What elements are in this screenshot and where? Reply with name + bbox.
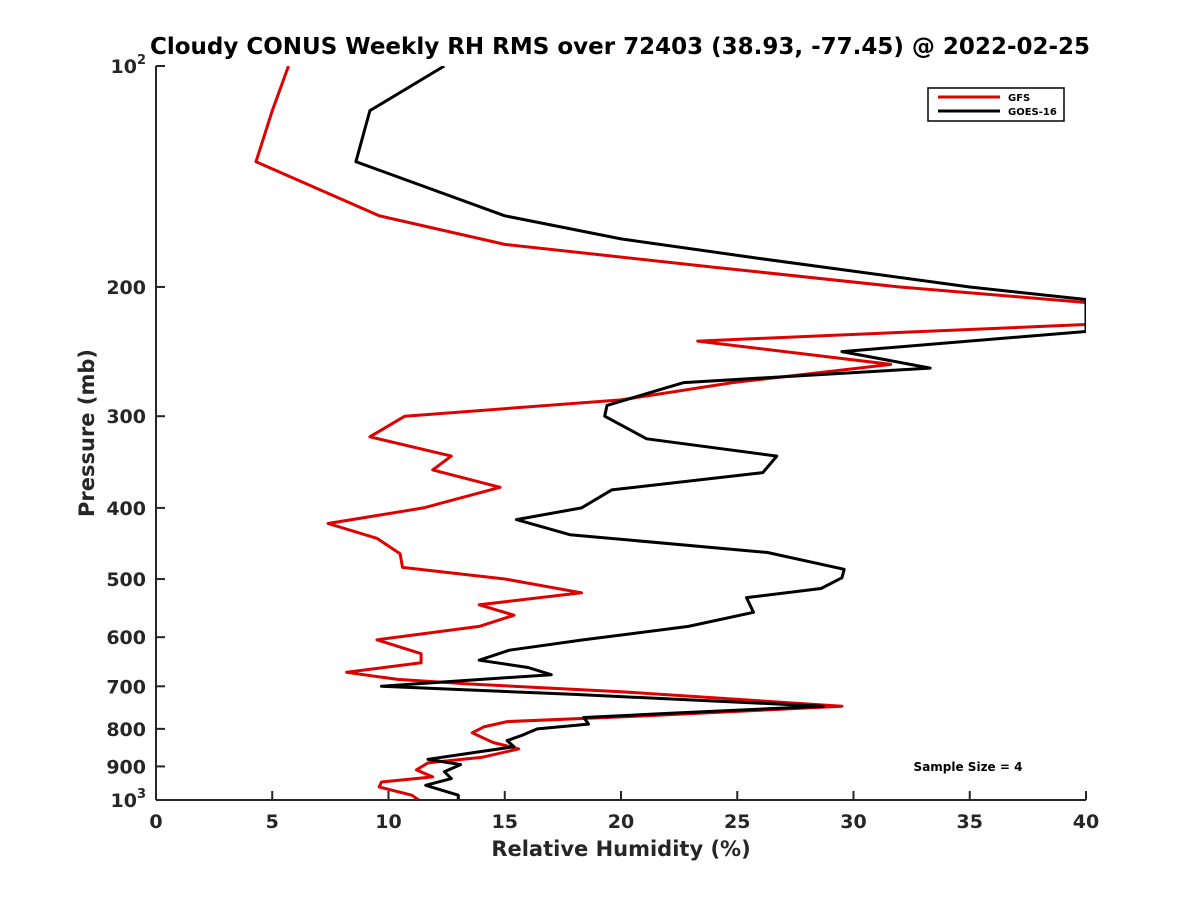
axes — [155, 65, 1087, 801]
y-tick-label: 300 — [106, 406, 146, 428]
y-tick-label: 800 — [106, 719, 146, 741]
y-tick-label: 700 — [106, 676, 146, 698]
y-tick-label: 400 — [106, 498, 146, 520]
x-tick-label: 10 — [375, 811, 401, 833]
x-tick-label: 20 — [608, 811, 634, 833]
tick-labels: 0 5 10 15 20 25 30 35 40 102 200 300 400 500 600 700 800… — [106, 53, 1099, 833]
x-tick-label: 25 — [724, 811, 750, 833]
x-tick-label: 30 — [840, 811, 866, 833]
legend-entry: GOES-16 — [1008, 107, 1057, 118]
x-tick-label: 5 — [266, 811, 279, 833]
y-tick-label: 103 — [111, 787, 147, 812]
x-tick-label: 0 — [149, 811, 162, 833]
y-tick-label: 500 — [106, 569, 146, 591]
legend-box — [927, 87, 1065, 122]
series-line-goes-16 — [354, 66, 1086, 800]
x-axis-label: Relative Humidity (%) — [491, 837, 750, 861]
chart-title: Cloudy CONUS Weekly RH RMS over 72403 (3… — [150, 34, 1090, 60]
legend-entry: GFS — [1008, 93, 1030, 104]
legend: GFS GOES-16 — [927, 87, 1065, 122]
x-tick-label: 15 — [492, 811, 518, 833]
y-tick-label: 200 — [106, 277, 146, 299]
y-tick-label: 600 — [106, 627, 146, 649]
y-axis-label: Pressure (mb) — [75, 349, 99, 517]
x-tick-label: 35 — [957, 811, 983, 833]
sample-size-annotation: Sample Size = 4 — [914, 760, 1023, 774]
series-line-gfs — [254, 66, 1086, 800]
plot-series — [254, 66, 1086, 800]
x-tick-label: 40 — [1073, 811, 1099, 833]
y-tick-label: 900 — [106, 756, 146, 778]
y-tick-label: 102 — [111, 53, 147, 78]
